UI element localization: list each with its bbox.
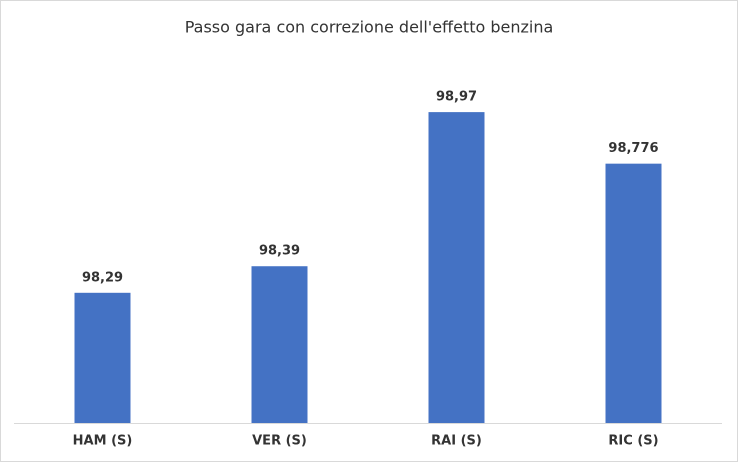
data-label: 98,29 [82,270,123,285]
x-tick-label: HAM (S) [73,434,133,449]
x-tick-label: VER (S) [252,434,307,449]
data-label: 98,776 [608,141,658,156]
x-tick-label: RAI (S) [431,434,482,449]
bar [428,112,485,423]
x-tick-label: RIC (S) [608,434,658,449]
bar [251,266,308,423]
data-label: 98,97 [436,90,477,105]
data-label: 98,39 [259,244,300,259]
bar [605,163,662,424]
bar [74,292,131,423]
chart-title: Passo gara con correzione dell'effetto b… [185,18,554,37]
